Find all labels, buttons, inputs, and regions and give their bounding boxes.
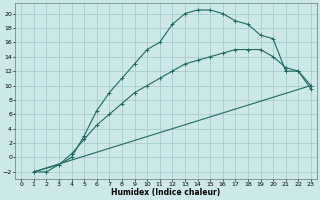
X-axis label: Humidex (Indice chaleur): Humidex (Indice chaleur)	[111, 188, 220, 197]
